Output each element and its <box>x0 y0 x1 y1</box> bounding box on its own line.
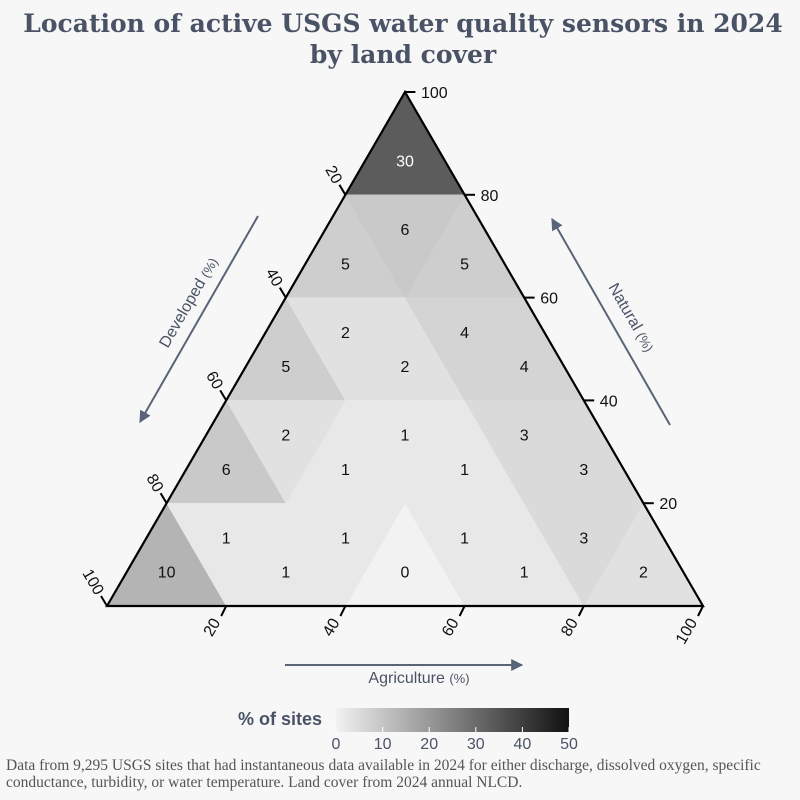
agriculture-tick-label: 40 <box>320 616 344 640</box>
cell-value-label: 6 <box>222 462 231 479</box>
heatmap-cell <box>285 502 406 607</box>
natural-tick-label: 80 <box>481 188 499 205</box>
developed-tick-label: 100 <box>79 566 107 598</box>
cell-value-label: 1 <box>460 531 469 548</box>
agriculture-tick-label: 20 <box>201 616 225 640</box>
cell-value-label: 3 <box>579 462 588 479</box>
cell-value-label: 1 <box>281 565 290 582</box>
developed-tick-mark <box>219 389 228 401</box>
agriculture-tick-mark <box>458 605 466 617</box>
developed-tick-label: 20 <box>321 163 345 187</box>
cell-value-label: 30 <box>396 154 414 171</box>
legend: % of sites 0 10 20 30 40 50 <box>238 708 578 753</box>
agriculture-tick-mark <box>220 605 228 617</box>
cell-value-label: 2 <box>281 428 290 445</box>
cell-value-label: 1 <box>401 428 410 445</box>
natural-tick-label: 40 <box>600 393 618 410</box>
heatmap-cell <box>166 502 287 607</box>
legend-tick-label: 50 <box>560 736 578 753</box>
natural-tick-label: 60 <box>540 291 558 308</box>
heatmap-cell <box>523 502 644 607</box>
heatmap-cell <box>404 297 525 401</box>
agriculture-axis-unit: (%) <box>449 671 469 686</box>
cell-value-label: 1 <box>341 462 350 479</box>
agriculture-tick-label: 80 <box>558 616 582 640</box>
cell-value-label: 1 <box>341 531 350 548</box>
developed-tick-label: 40 <box>262 266 286 290</box>
heatmap-cell <box>285 297 406 401</box>
cell-value-label: 2 <box>639 565 648 582</box>
natural-arrow <box>551 217 671 426</box>
heatmap-cell <box>344 194 466 299</box>
developed-arrow <box>139 215 259 424</box>
heatmap-cell <box>344 91 466 196</box>
figure-caption: Data from 9,295 USGS sites that had inst… <box>6 757 761 791</box>
developed-tick-label: 80 <box>143 471 167 495</box>
agriculture-tick-mark <box>339 605 347 617</box>
developed-tick-mark <box>278 287 287 299</box>
cell-value-label: 4 <box>460 325 469 342</box>
legend-tick-label: 10 <box>374 736 392 753</box>
legend-colorbar <box>336 708 569 732</box>
cell-value-label: 5 <box>460 256 469 273</box>
natural-axis-title: Natural <box>604 280 647 337</box>
legend-tick-label: 40 <box>514 736 532 753</box>
agriculture-tick-mark <box>697 605 704 617</box>
legend-title: % of sites <box>238 709 322 729</box>
cell-value-label: 1 <box>222 531 231 548</box>
legend-tick-label: 30 <box>467 736 485 753</box>
cell-value-label: 10 <box>158 565 176 582</box>
cell-value-label: 5 <box>281 359 290 376</box>
developed-tick-mark <box>159 492 168 504</box>
chart-title-line1: Location of active USGS water quality se… <box>23 9 782 38</box>
agriculture-tick-label: 60 <box>439 616 463 640</box>
cells-layer: 305 565 2 42 46 1 1 32 1 310 1 0 1 21 1 1 3 <box>106 91 704 607</box>
legend-tick-label: 20 <box>420 736 438 753</box>
agriculture-tick-label: 100 <box>673 616 701 648</box>
natural-axis-label: Natural (%) <box>604 280 657 355</box>
cell-value-label: 3 <box>579 531 588 548</box>
triangle-outline <box>105 89 705 608</box>
agriculture-axis-label: Agriculture (%) <box>368 670 469 687</box>
cell-value-label: 2 <box>341 325 350 342</box>
heatmap-cell <box>344 400 466 504</box>
natural-tick-label: 20 <box>659 496 677 513</box>
cell-value-label: 4 <box>520 359 529 376</box>
developed-tick-mark <box>338 184 347 196</box>
developed-tick-mark <box>100 595 108 607</box>
cell-value-label: 1 <box>520 565 529 582</box>
chart-title-line2: by land cover <box>310 40 497 69</box>
developed-tick-label: 60 <box>202 369 226 393</box>
heatmap-cell <box>464 400 585 504</box>
heatmap-cell <box>225 400 346 504</box>
cell-value-label: 2 <box>401 359 410 376</box>
cell-value-label: 3 <box>520 428 529 445</box>
natural-tick-label: 100 <box>421 85 448 102</box>
agriculture-axis-title: Agriculture <box>368 670 449 687</box>
cell-value-label: 5 <box>341 256 350 273</box>
agriculture-tick-mark <box>577 605 585 617</box>
triangle-frame <box>105 89 705 608</box>
heatmap-cell <box>404 502 525 607</box>
cell-value-label: 1 <box>460 462 469 479</box>
legend-tick-label: 0 <box>332 736 341 753</box>
cell-value-label: 0 <box>401 565 410 582</box>
cell-value-label: 6 <box>401 222 410 239</box>
